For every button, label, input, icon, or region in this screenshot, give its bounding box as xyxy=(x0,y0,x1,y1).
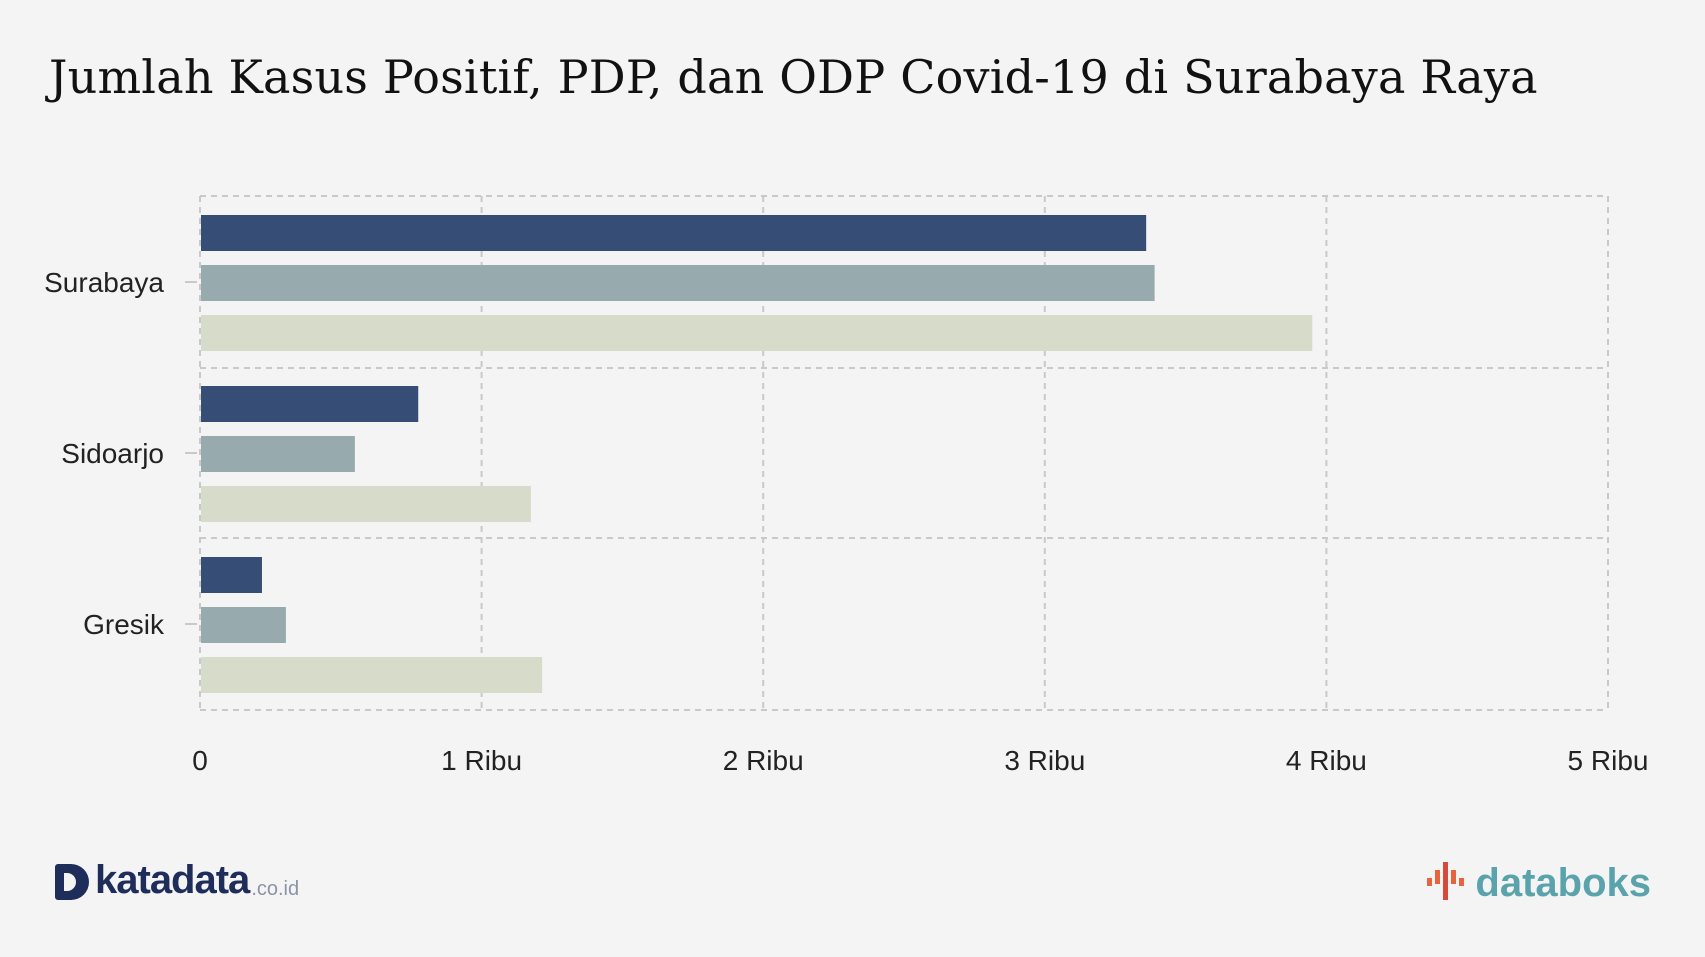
bar xyxy=(201,607,286,643)
databoks-logo: databoks xyxy=(1425,858,1651,904)
bar xyxy=(201,657,543,693)
bar xyxy=(201,315,1313,351)
category-label: Surabaya xyxy=(44,267,164,298)
grid xyxy=(199,195,1609,711)
category-label: Gresik xyxy=(83,609,165,640)
x-tick-label: 4 Ribu xyxy=(1286,745,1367,776)
bar xyxy=(201,486,531,522)
bar xyxy=(201,436,355,472)
bar xyxy=(201,215,1147,251)
category-label: Sidoarjo xyxy=(61,438,164,469)
katadata-logo: katadata .co.id xyxy=(55,860,299,900)
x-tick-label: 1 Ribu xyxy=(441,745,522,776)
x-tick-label: 3 Ribu xyxy=(1004,745,1085,776)
katadata-logo-text: katadata xyxy=(95,858,250,902)
databoks-logo-text: databoks xyxy=(1475,861,1651,905)
katadata-logo-icon xyxy=(55,864,89,900)
bar xyxy=(201,386,419,422)
x-tick-label: 2 Ribu xyxy=(723,745,804,776)
databoks-logo-icon xyxy=(1427,862,1465,900)
x-tick-label: 5 Ribu xyxy=(1568,745,1649,776)
bars xyxy=(201,215,1313,693)
chart-title: Jumlah Kasus Positif, PDP, dan ODP Covid… xyxy=(49,50,1538,104)
bar xyxy=(201,557,262,593)
katadata-logo-suffix: .co.id xyxy=(251,878,300,900)
x-tick-label: 0 xyxy=(192,745,208,776)
bar xyxy=(201,265,1155,301)
